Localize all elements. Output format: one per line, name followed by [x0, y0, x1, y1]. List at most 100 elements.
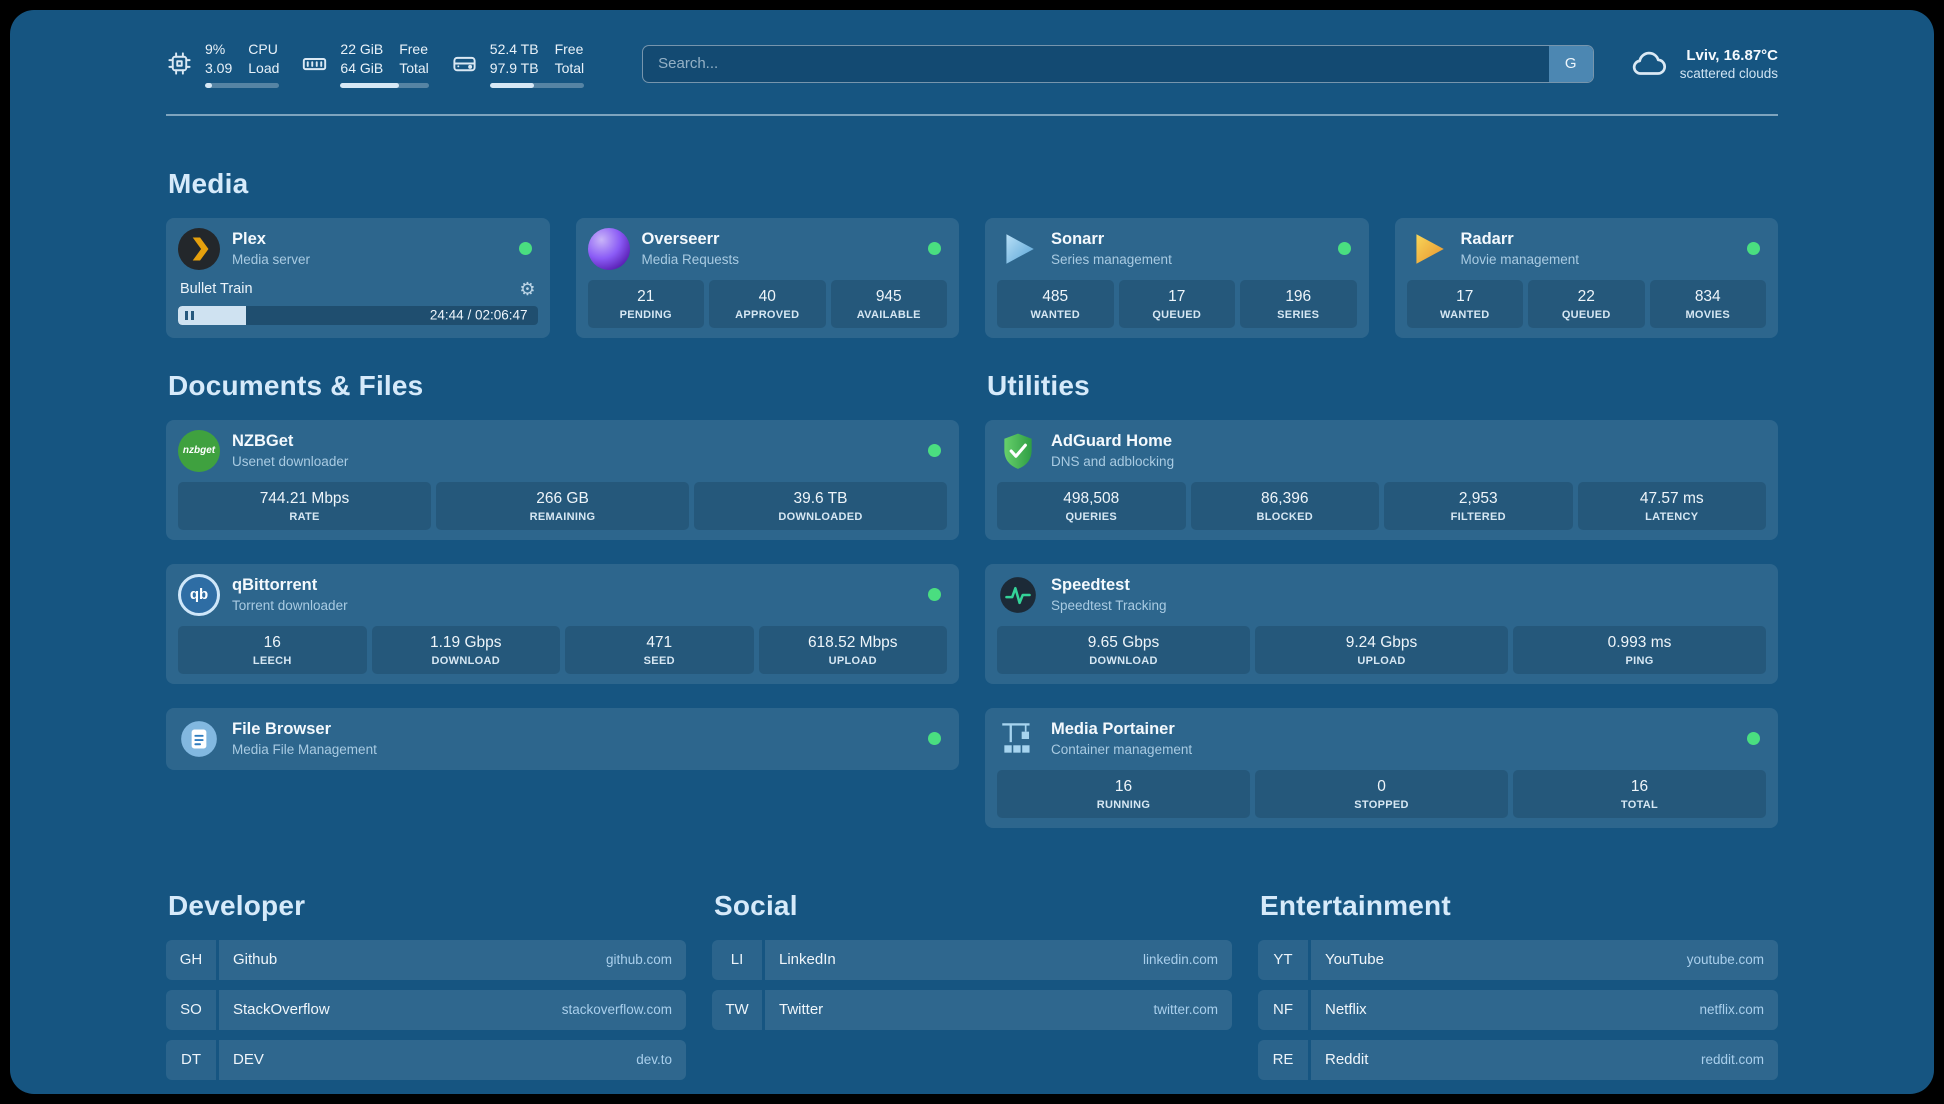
- disk-widget: 52.4 TB 97.9 TB Free Total: [451, 40, 585, 88]
- topbar-divider: [166, 113, 1778, 116]
- service-card-filebrowser[interactable]: File Browser Media File Management: [166, 707, 959, 770]
- bookmark-abbr: SO: [166, 989, 216, 1030]
- bookmark-twitter[interactable]: TW Twitter twitter.com: [712, 989, 1232, 1030]
- service-card-speedtest[interactable]: Speedtest Speedtest Tracking 9.65 Gbps DO…: [985, 563, 1778, 684]
- section-heading-developer: Developer: [168, 889, 306, 921]
- bookmark-abbr: NF: [1258, 989, 1308, 1030]
- nzbget-icon: nzbget: [178, 429, 220, 472]
- playback-progress-bar[interactable]: 24:44 / 02:06:47: [178, 305, 538, 325]
- service-name: Plex: [232, 230, 266, 249]
- bookmark-abbr: DT: [166, 1039, 216, 1080]
- cpu-progress-bar: [205, 82, 280, 88]
- bookmark-abbr: RE: [1258, 1039, 1308, 1080]
- bookmark-name: YouTube: [1325, 951, 1384, 969]
- service-subtitle: Media Requests: [641, 252, 740, 268]
- bookmark-url: linkedin.com: [1142, 952, 1218, 968]
- top-bar: 9% 3.09 CPU Load: [166, 40, 1778, 88]
- stat-download: 1.19 Gbps DOWNLOAD: [371, 625, 560, 674]
- memory-total-label: Total: [399, 59, 429, 76]
- service-card-overseerr[interactable]: Overseerr Media Requests 21 PENDING 40 APP…: [575, 217, 959, 338]
- cpu-load-label: Load: [248, 59, 280, 76]
- stat-latency: 47.57 ms LATENCY: [1577, 481, 1766, 530]
- stat-running: 16 RUNNING: [997, 769, 1250, 818]
- stat-leech: 16 LEECH: [178, 625, 367, 674]
- status-dot: [1337, 242, 1351, 256]
- service-subtitle: DNS and adblocking: [1051, 454, 1175, 470]
- service-card-sonarr[interactable]: Sonarr Series management 485 WANTED 17 QUE…: [985, 217, 1369, 338]
- service-name: File Browser: [232, 720, 332, 739]
- bookmark-url: netflix.com: [1699, 1002, 1764, 1018]
- bookmark-url: twitter.com: [1153, 1002, 1218, 1018]
- stat-queued: 22 QUEUED: [1528, 279, 1645, 328]
- section-heading-documents: Documents & Files: [168, 369, 424, 401]
- stat-wanted: 17 WANTED: [1406, 279, 1523, 328]
- dashboard-page: 9% 3.09 CPU Load: [10, 10, 1934, 1094]
- status-dot: [928, 588, 941, 602]
- bookmark-linkedin[interactable]: LI LinkedIn linkedin.com: [712, 939, 1232, 980]
- stat-blocked: 86,396 BLOCKED: [1190, 481, 1379, 530]
- service-card-portainer[interactable]: Media Portainer Container management 16 R…: [985, 707, 1778, 828]
- service-name: Overseerr: [641, 230, 720, 249]
- bookmark-youtube[interactable]: YT YouTube youtube.com: [1258, 939, 1778, 980]
- pause-icon[interactable]: [185, 310, 194, 320]
- gear-icon[interactable]: ⚙: [519, 278, 536, 299]
- memory-widget: 22 GiB 64 GiB Free Total: [301, 40, 429, 88]
- search-provider-button[interactable]: G: [1548, 45, 1593, 82]
- disk-icon: [451, 50, 478, 77]
- service-card-plex[interactable]: Plex Media server Bullet Train ⚙ 24:44: [166, 217, 550, 338]
- service-card-qbittorrent[interactable]: qb qBittorrent Torrent downloader 16 LEEC…: [166, 563, 959, 684]
- stat-seed: 471 SEED: [565, 625, 754, 674]
- bookmark-name: Reddit: [1325, 1051, 1369, 1069]
- bookmark-url: reddit.com: [1700, 1052, 1764, 1068]
- stat-upload: 9.24 Gbps UPLOAD: [1255, 625, 1508, 674]
- status-dot: [518, 242, 532, 256]
- stat-ping: 0.993 ms PING: [1513, 625, 1766, 674]
- bookmark-github[interactable]: GH Github github.com: [166, 939, 686, 980]
- memory-free-value: 22 GiB: [340, 41, 384, 57]
- service-name: NZBGet: [232, 432, 294, 451]
- bookmark-abbr: YT: [1258, 939, 1308, 980]
- status-dot: [928, 444, 941, 458]
- service-name: Media Portainer: [1051, 720, 1175, 739]
- service-subtitle: Torrent downloader: [232, 598, 348, 614]
- bookmark-url: stackoverflow.com: [561, 1002, 672, 1018]
- service-card-adguard[interactable]: AdGuard Home DNS and adblocking 498,508 Q…: [985, 419, 1778, 540]
- service-subtitle: Media server: [232, 252, 311, 268]
- cpu-icon: [166, 50, 193, 77]
- bookmark-abbr: TW: [712, 989, 762, 1030]
- stat-remaining: 266 GB REMAINING: [436, 481, 689, 530]
- cpu-values: 9% 3.09: [205, 40, 232, 78]
- bookmark-group-social: Social LI LinkedIn linkedin.com TW Twitt…: [712, 890, 1232, 1040]
- now-playing-title: Bullet Train: [180, 280, 253, 297]
- service-name: Speedtest: [1051, 576, 1130, 595]
- memory-total-value: 64 GiB: [340, 59, 384, 76]
- weather-condition: scattered clouds: [1679, 65, 1778, 81]
- stat-approved: 40 APPROVED: [709, 279, 826, 328]
- service-name: AdGuard Home: [1051, 432, 1173, 451]
- sonarr-icon: [997, 228, 1039, 270]
- plex-icon: [178, 227, 220, 270]
- search-input[interactable]: [643, 45, 1549, 82]
- status-dot: [928, 732, 941, 746]
- disk-progress-bar: [489, 82, 585, 88]
- bookmark-stackoverflow[interactable]: SO StackOverflow stackoverflow.com: [166, 989, 686, 1030]
- bookmark-name: Twitter: [779, 1001, 824, 1019]
- bookmark-netflix[interactable]: NF Netflix netflix.com: [1258, 989, 1778, 1030]
- service-card-nzbget[interactable]: nzbget NZBGet Usenet downloader 744.21 M…: [166, 419, 959, 540]
- stat-rate: 744.21 Mbps RATE: [178, 481, 431, 530]
- bookmark-name: DEV: [233, 1051, 264, 1069]
- disk-total-label: Total: [554, 59, 585, 76]
- disk-values: 52.4 TB 97.9 TB: [490, 40, 539, 78]
- qbittorrent-icon: qb: [178, 573, 220, 616]
- bookmark-abbr: GH: [166, 939, 216, 980]
- section-heading-social: Social: [714, 889, 798, 921]
- search-bar[interactable]: G: [642, 44, 1594, 83]
- service-card-radarr[interactable]: Radarr Movie management 17 WANTED 22 QUEUE…: [1394, 217, 1778, 338]
- adguard-icon: [997, 430, 1039, 472]
- service-subtitle: Media File Management: [232, 742, 377, 758]
- service-name: Sonarr: [1051, 230, 1105, 249]
- bookmark-reddit[interactable]: RE Reddit reddit.com: [1258, 1039, 1778, 1080]
- cpu-labels: CPU Load: [248, 40, 279, 78]
- bookmark-dev[interactable]: DT DEV dev.to: [166, 1039, 686, 1080]
- radarr-icon: [1407, 228, 1449, 270]
